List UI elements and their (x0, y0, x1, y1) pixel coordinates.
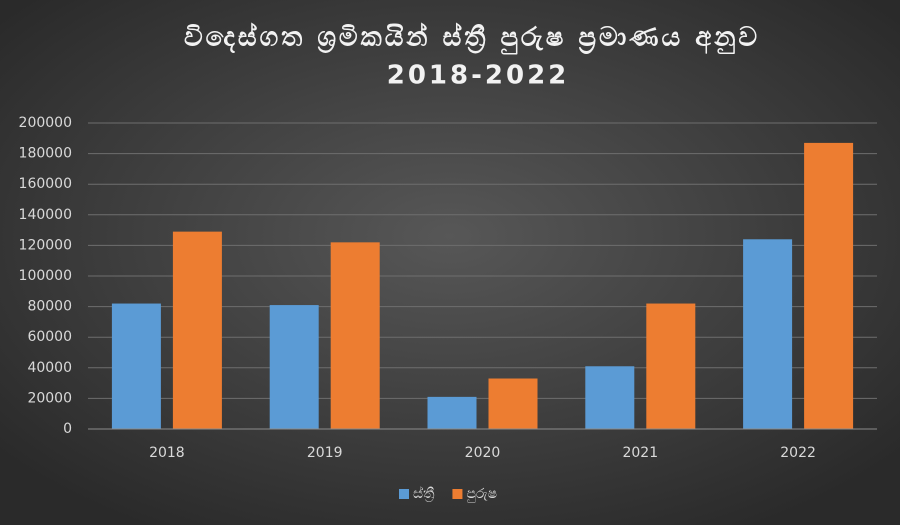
legend-label: ස්ත්‍රී (413, 486, 435, 503)
x-tick-label: 2022 (780, 445, 816, 461)
bar (804, 142, 854, 429)
bar (488, 378, 538, 429)
bar (646, 303, 696, 429)
legend-swatch (399, 489, 409, 499)
y-tick-label: 20000 (27, 390, 72, 406)
bar (330, 242, 380, 429)
y-tick-label: 160000 (19, 176, 72, 192)
y-tick-label: 100000 (19, 268, 72, 284)
y-tick-label: 120000 (19, 237, 72, 253)
bar (172, 231, 222, 429)
y-tick-label: 200000 (19, 115, 72, 131)
bar (269, 305, 319, 429)
chart-title: විදෙස්ගත ශ්‍රමිකයින් ස්ත්‍රී පුරුෂ ප්‍රම… (184, 22, 760, 55)
y-tick-label: 180000 (19, 146, 72, 162)
x-tick-label: 2019 (307, 445, 343, 461)
chart-title: 2018-2022 (387, 61, 570, 91)
y-tick-label: 60000 (27, 329, 72, 345)
bar (111, 303, 161, 429)
y-tick-label: 140000 (19, 207, 72, 223)
bar (585, 366, 635, 429)
legend-swatch (452, 489, 463, 499)
x-tick-label: 2018 (149, 445, 185, 461)
bar (743, 239, 793, 429)
y-tick-label: 0 (63, 421, 72, 437)
y-tick-label: 80000 (27, 299, 72, 315)
y-tick-label: 40000 (27, 360, 72, 376)
x-tick-label: 2021 (622, 445, 658, 461)
x-tick-label: 2020 (465, 445, 501, 461)
legend-label: පුරුෂ (466, 486, 497, 503)
bar (427, 396, 477, 429)
